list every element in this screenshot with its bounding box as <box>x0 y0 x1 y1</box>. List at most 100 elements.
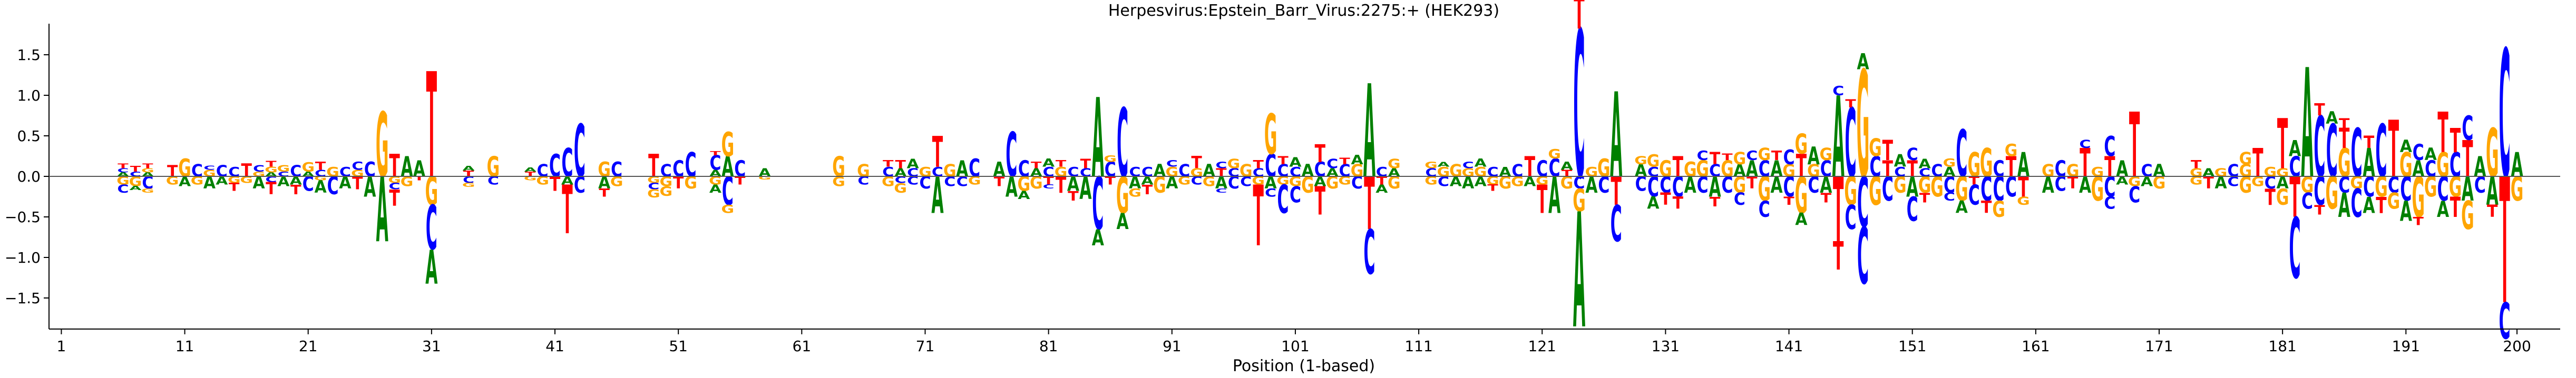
logo-letter-C: C <box>1783 146 1795 169</box>
logo-letter-A: A <box>2486 170 2499 214</box>
logo-letter-A: A <box>1117 208 1129 235</box>
logo-letter-C: C <box>1734 190 1745 209</box>
logo-letter-C: C <box>1993 156 2005 182</box>
logo-letter-T: T <box>2314 101 2325 120</box>
logo-letter-C: C <box>1277 177 1289 222</box>
logo-letter-A: A <box>931 167 943 225</box>
logo-letter-A: A <box>1375 183 1388 195</box>
logo-letter-G: G <box>1820 145 1833 164</box>
logo-letter-C: C <box>2005 172 2017 204</box>
x-tick-label: 181 <box>2268 337 2296 355</box>
logo-letter-A: A <box>290 175 302 187</box>
logo-letter-T: T <box>1068 188 1079 204</box>
logo-letter-A: A <box>2301 37 2313 212</box>
logo-letter-C: C <box>1647 164 1659 180</box>
logo-letter-G: G <box>425 170 438 214</box>
logo-letter-G: G <box>2338 141 2351 186</box>
logo-letter-C: C <box>2425 156 2436 182</box>
logo-letter-C: C <box>1574 0 1585 225</box>
logo-letter-G: G <box>832 151 845 184</box>
logo-letter-C: C <box>2363 172 2375 204</box>
logo-letter-A: A <box>1635 161 1647 181</box>
logo-letter-G: G <box>1795 128 1808 161</box>
logo-letter-A: A <box>1437 161 1449 168</box>
x-tick-label: 191 <box>2392 337 2420 355</box>
x-tick-label: 121 <box>1528 337 1556 355</box>
logo-letter-A: A <box>2116 175 2128 187</box>
logo-letter-G: G <box>1474 164 1487 180</box>
logo-letter-T: T <box>1882 135 1893 167</box>
logo-letter-T: T <box>229 181 240 194</box>
logo-letter-A: A <box>2141 174 2153 190</box>
logo-letter-A: A <box>376 159 388 262</box>
logo-letter-C: C <box>339 164 351 180</box>
logo-letter-A: A <box>1450 174 1462 190</box>
logo-letter-G: G <box>2017 195 2030 207</box>
logo-letter-C: C <box>1141 164 1153 180</box>
logo-letter-T: T <box>1487 183 1498 193</box>
logo-letter-G: G <box>1573 183 1586 219</box>
logo-letter-C: C <box>1117 89 1128 199</box>
x-tick-label: 141 <box>1775 337 1803 355</box>
logo-letter-T: T <box>1056 158 1067 169</box>
logo-letter-G: G <box>2326 167 2339 220</box>
logo-letter-C: C <box>191 161 203 181</box>
logo-letter-G: G <box>857 161 870 181</box>
logo-letter-A: A <box>425 241 437 295</box>
logo-letter-C: C <box>685 145 697 184</box>
logo-letter-A: A <box>1524 174 1536 190</box>
logo-letter-C: C <box>364 158 376 182</box>
logo-letter-C: C <box>1105 158 1116 182</box>
x-tick-label: 200 <box>2503 337 2531 355</box>
logo-letter-A: A <box>1832 73 1845 203</box>
logo-letter-A: A <box>2215 173 2227 193</box>
logo-letter-T: T <box>2129 94 2140 197</box>
logo-letter-C: C <box>1845 198 1857 237</box>
logo-letter-T: T <box>1031 160 1042 171</box>
logo-letter-T: T <box>994 174 1005 190</box>
logo-letter-C: C <box>1808 172 1819 198</box>
x-axis-label: Position (1-based) <box>1233 357 1375 375</box>
logo-letter-G: G <box>2263 164 2277 180</box>
logo-letter-C: C <box>660 161 672 181</box>
logo-letter-C: C <box>672 156 684 182</box>
logo-letter-G: G <box>1437 164 1450 180</box>
logo-letter-A: A <box>2511 145 2523 184</box>
logo-letter-G: G <box>943 161 957 181</box>
logo-letter-T: T <box>1710 194 1721 210</box>
logo-letter-C: C <box>2055 173 2066 196</box>
logo-letter-A: A <box>561 175 573 187</box>
logo-letter-C: C <box>2462 109 2473 148</box>
logo-letter-T: T <box>426 43 437 211</box>
logo-letter-G: G <box>1634 154 1647 167</box>
logo-letter-T: T <box>2376 192 2386 218</box>
logo-letter-C: C <box>1721 172 1733 198</box>
logo-letter-A: A <box>2363 141 2375 186</box>
logo-letter-C: C <box>1783 172 1795 204</box>
logo-letter-T: T <box>2462 130 2473 188</box>
logo-letter-T: T <box>1277 154 1289 167</box>
logo-letter-C: C <box>2104 172 2115 204</box>
logo-letter-G: G <box>1351 161 1364 181</box>
logo-letter-A: A <box>413 156 426 182</box>
y-tick-label: 1.0 <box>17 87 41 104</box>
logo-letter-C: C <box>2474 172 2486 198</box>
logo-letter-C: C <box>944 174 955 190</box>
logo-letter-G: G <box>647 174 660 185</box>
logo-letter-T: T <box>2265 184 2276 211</box>
logo-letter-C: C <box>1549 154 1560 182</box>
x-tick-label: 131 <box>1652 337 1680 355</box>
logo-letter-A: A <box>2042 172 2055 198</box>
logo-letter-G: G <box>659 183 672 199</box>
logo-letter-C: C <box>2499 13 2511 218</box>
x-tick-label: 111 <box>1404 337 1432 355</box>
logo-letter-C: C <box>1956 117 1967 192</box>
logo-letter-G: G <box>487 151 500 184</box>
chart-title: Herpesvirus:Epstein_Barr_Virus:2275:+ (H… <box>1108 2 1499 20</box>
logo-letter-C: C <box>2376 110 2387 194</box>
logo-letter-T: T <box>1377 175 1388 187</box>
y-tick-label: −0.5 <box>5 208 41 226</box>
logo-letter-A: A <box>906 156 919 172</box>
logo-letter-A: A <box>1956 198 1968 217</box>
logo-letter-T: T <box>710 151 721 157</box>
